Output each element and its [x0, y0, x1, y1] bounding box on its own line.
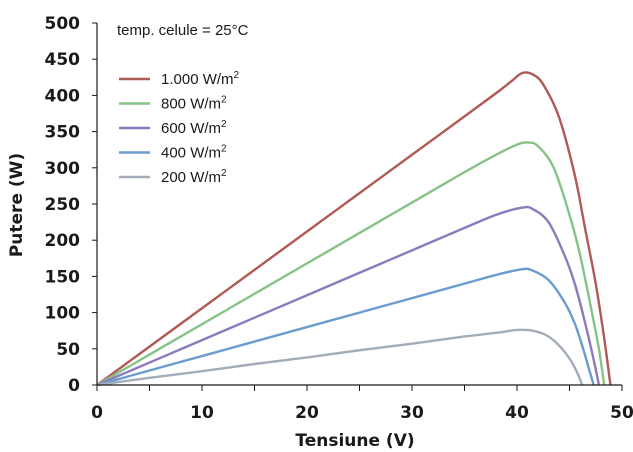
x-tick-label: 0 — [91, 403, 103, 423]
legend-label-superscript: 2 — [221, 95, 227, 106]
y-tick-label: 200 — [45, 231, 81, 251]
y-tick-label: 500 — [45, 14, 81, 34]
series-lines — [96, 71, 612, 387]
y-tick-label: 150 — [45, 267, 81, 287]
x-axis-ticks: 0 10 20 30 40 50 — [91, 385, 633, 423]
legend-label-text: 600 W/m — [161, 120, 221, 137]
x-tick-label: 40 — [505, 403, 529, 423]
y-tick-label: 400 — [45, 86, 81, 106]
y-axis-title: Putere (W) — [7, 153, 27, 257]
legend-label-superscript: 2 — [234, 70, 240, 81]
y-tick-label: 300 — [45, 159, 81, 179]
y-tick-label: 250 — [45, 195, 81, 215]
y-tick-label: 0 — [68, 376, 80, 396]
series-line-0 — [96, 71, 612, 386]
series-line-2 — [96, 205, 601, 387]
temperature-annotation: temp. celule = 25°C — [117, 22, 249, 39]
legend-label: 200 W/m2 — [161, 168, 227, 186]
legend-label-superscript: 2 — [221, 144, 227, 155]
x-tick-label: 10 — [190, 403, 214, 423]
y-tick-label: 350 — [45, 123, 81, 143]
y-axis-ticks: 0 50 100 150 200 250 300 350 400 450 500 — [45, 14, 97, 396]
y-tick-label: 100 — [45, 304, 81, 324]
legend-label-text: 400 W/m — [161, 145, 221, 162]
y-tick-label: 450 — [45, 50, 81, 70]
legend-label: 800 W/m2 — [161, 95, 227, 113]
x-axis-title: Tensiune (V) — [295, 431, 414, 451]
legend-label: 400 W/m2 — [161, 144, 227, 162]
legend-label: 600 W/m2 — [161, 119, 227, 137]
legend-label-text: 800 W/m — [161, 96, 221, 113]
legend-label: 1.000 W/m2 — [161, 70, 240, 88]
x-tick-label: 30 — [400, 403, 424, 423]
legend-label-text: 200 W/m — [161, 169, 221, 186]
x-tick-label: 50 — [610, 403, 633, 423]
series-line-4 — [96, 328, 584, 387]
series-line-3 — [96, 267, 595, 387]
series-line-1 — [96, 141, 606, 387]
legend-label-superscript: 2 — [221, 119, 227, 130]
y-tick-label: 50 — [56, 340, 80, 360]
x-tick-label: 20 — [295, 403, 319, 423]
legend-label-superscript: 2 — [221, 168, 227, 179]
legend-label-text: 1.000 W/m — [161, 71, 234, 88]
